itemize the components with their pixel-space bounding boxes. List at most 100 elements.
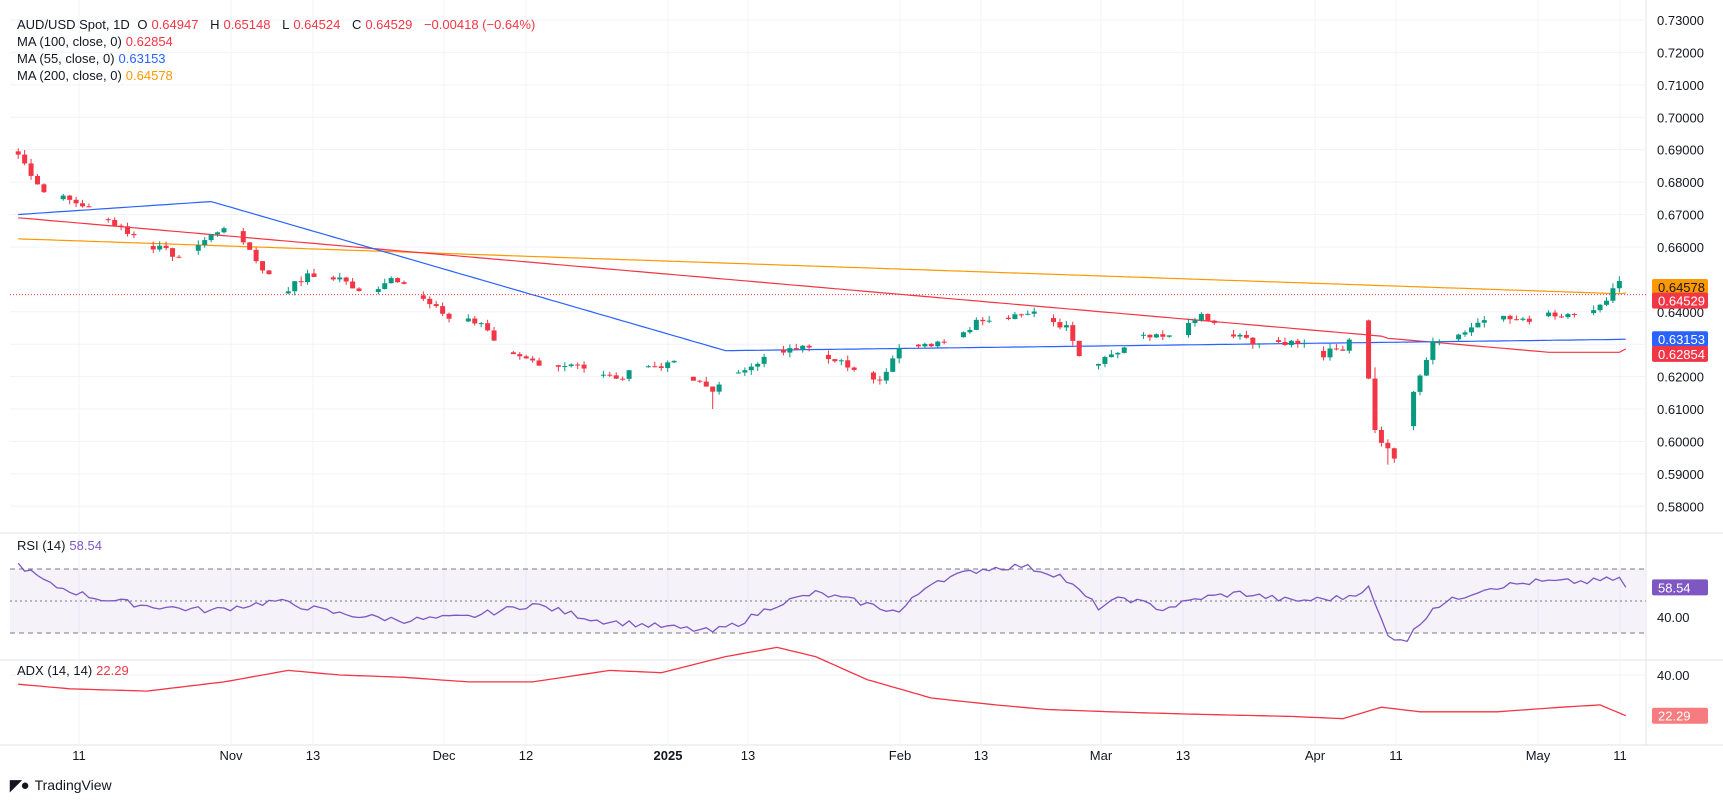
candle-body [1610, 288, 1616, 301]
rsi-value: 58.54 [69, 538, 102, 553]
candle-body [440, 306, 446, 314]
rsi-legend[interactable]: RSI (14) 58.54 [17, 538, 106, 553]
ma100-legend[interactable]: MA (100, close, 0) 0.62854 [17, 34, 177, 49]
candle-body [208, 234, 214, 241]
candle-body [382, 283, 388, 290]
tradingview-logo-icon: ◤● [10, 777, 30, 794]
candle-body [517, 354, 523, 357]
candle-body [793, 348, 799, 350]
low-label: L [282, 17, 290, 32]
candle-body [1526, 318, 1532, 322]
candle-body [1288, 340, 1294, 346]
price-axis-label: 0.71000 [1657, 78, 1704, 93]
moving-average-lines [10, 200, 1646, 353]
candle-body [15, 151, 21, 155]
candle-body [472, 318, 478, 324]
price-axis-label: 0.62000 [1657, 370, 1704, 385]
candle-body [1025, 313, 1031, 315]
tradingview-logo[interactable]: ◤● TradingView [10, 776, 112, 794]
candle-body [1391, 448, 1397, 459]
candle-body [1160, 334, 1166, 337]
candle-body [356, 288, 362, 292]
candle-body [427, 298, 433, 305]
price-axis-label: 0.61000 [1657, 402, 1704, 417]
candle-body [388, 278, 394, 284]
candle-body [433, 304, 439, 307]
low-value: 0.64524 [293, 17, 341, 32]
candle-body [292, 281, 298, 292]
candle-body [928, 343, 934, 347]
candle-body [1475, 322, 1481, 328]
candle-body [935, 341, 941, 347]
change-value: −0.00418 (−0.64%) [423, 17, 536, 32]
candle-body [73, 199, 79, 204]
adx-label: ADX (14, 14) [17, 663, 93, 678]
candle-body [665, 362, 671, 368]
candle-body [105, 219, 111, 221]
candle-body [491, 330, 497, 341]
candle-body [941, 341, 947, 343]
open-value: 0.64947 [151, 17, 199, 32]
candle-body [626, 370, 632, 379]
candle-body [28, 163, 34, 176]
ma55-label: MA (55, close, 0) [17, 51, 115, 66]
candle-body [1321, 350, 1327, 358]
ma200-price-tag: 0.64578 [1658, 280, 1705, 295]
candle-body [607, 374, 613, 376]
candle-body [1423, 359, 1429, 376]
candle-body [1468, 327, 1474, 333]
candle-body [1166, 335, 1172, 337]
candle-body [986, 320, 992, 322]
candle-body [1481, 320, 1487, 323]
close-label: C [351, 17, 362, 32]
candle-body [1417, 375, 1423, 392]
candle-body [1102, 357, 1108, 364]
candle-body [118, 225, 124, 227]
candle-body [1546, 312, 1552, 317]
candle-body [1205, 313, 1211, 321]
candle-body [1591, 310, 1597, 314]
candle-body [1301, 343, 1307, 345]
candle-body [298, 281, 304, 283]
rsi-line [17, 562, 1627, 643]
ma200-legend[interactable]: MA (200, close, 0) 0.64578 [17, 68, 177, 83]
candle-body [1456, 334, 1462, 340]
ma55-legend[interactable]: MA (55, close, 0) 0.63153 [17, 51, 170, 66]
candle-body [375, 289, 381, 293]
candle-body [215, 232, 221, 235]
candle-body [922, 343, 928, 347]
adx-axis-label: 40.00 [1657, 668, 1690, 683]
ma200-price-tag-bg [1652, 279, 1708, 296]
candle-body [1616, 281, 1622, 289]
ma55-line [18, 200, 1626, 352]
price-axis-label: 0.73000 [1657, 13, 1704, 28]
candle-body [1153, 334, 1159, 338]
candle-body [1108, 354, 1114, 358]
candle-body [1057, 322, 1063, 328]
ma200-label: MA (200, close, 0) [17, 68, 122, 83]
candle-body [1597, 304, 1603, 311]
candle-body [780, 349, 786, 353]
candle-body [530, 358, 536, 361]
candle-body [620, 378, 626, 380]
candle-body [870, 372, 876, 380]
adx-value-tag: 22.29 [1658, 709, 1691, 724]
candle-body [1018, 314, 1024, 316]
symbol-title[interactable]: AUD/USD Spot, 1D [17, 17, 130, 32]
time-axis-label: Nov [219, 748, 243, 763]
candle-body [1063, 325, 1069, 328]
candle-body [330, 277, 336, 280]
adx-legend[interactable]: ADX (14, 14) 22.29 [17, 663, 133, 678]
rsi-background-band [10, 569, 1645, 633]
price-axis-label: 0.58000 [1657, 499, 1704, 514]
rsi-value-tag: 58.54 [1658, 580, 1691, 595]
ma100-price-tag: 0.62854 [1658, 347, 1705, 362]
candle-body [600, 374, 606, 376]
candle-body [1243, 334, 1249, 338]
candle-body [1552, 312, 1558, 317]
candle-body [311, 273, 317, 277]
candle-body [478, 323, 484, 325]
candle-body [22, 154, 28, 164]
